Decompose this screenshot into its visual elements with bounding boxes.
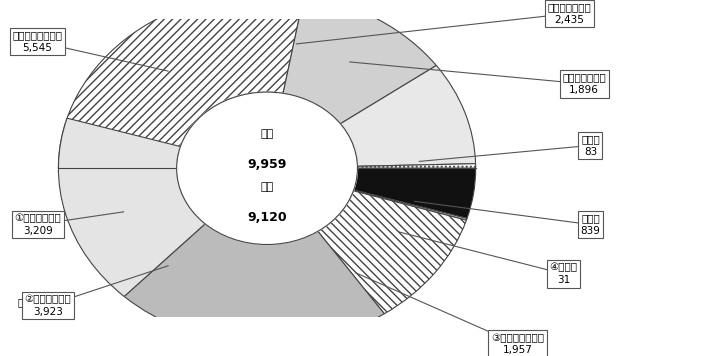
Circle shape xyxy=(177,92,358,245)
Text: その他
83: その他 83 xyxy=(581,134,600,157)
Text: （単位：百万円）: （単位：百万円） xyxy=(18,297,68,307)
Text: ④その他
31: ④その他 31 xyxy=(550,263,578,285)
Text: 9,959: 9,959 xyxy=(247,158,287,171)
Wedge shape xyxy=(341,66,475,166)
Wedge shape xyxy=(124,224,384,344)
Wedge shape xyxy=(58,0,304,168)
Wedge shape xyxy=(318,191,466,314)
Text: 下水道使用料収入
5,545: 下水道使用料収入 5,545 xyxy=(13,31,62,53)
Text: 純利益
839: 純利益 839 xyxy=(580,213,600,236)
Text: ①維持管理経費
3,209: ①維持管理経費 3,209 xyxy=(14,213,61,236)
Text: 雨水処理負担金
2,435: 雨水処理負担金 2,435 xyxy=(547,2,592,25)
Wedge shape xyxy=(283,0,436,124)
Wedge shape xyxy=(354,168,476,219)
Text: ③企業債支払利息
1,957: ③企業債支払利息 1,957 xyxy=(491,333,544,355)
Wedge shape xyxy=(58,118,205,297)
Text: 他会計補助金等
1,896: 他会計補助金等 1,896 xyxy=(562,73,606,95)
Wedge shape xyxy=(353,190,467,220)
Text: ②減価償却費等
3,923: ②減価償却費等 3,923 xyxy=(25,294,72,317)
Text: 収入: 収入 xyxy=(261,129,273,139)
Text: 9,120: 9,120 xyxy=(247,211,287,224)
Wedge shape xyxy=(358,164,476,168)
Text: 支出: 支出 xyxy=(261,182,273,192)
